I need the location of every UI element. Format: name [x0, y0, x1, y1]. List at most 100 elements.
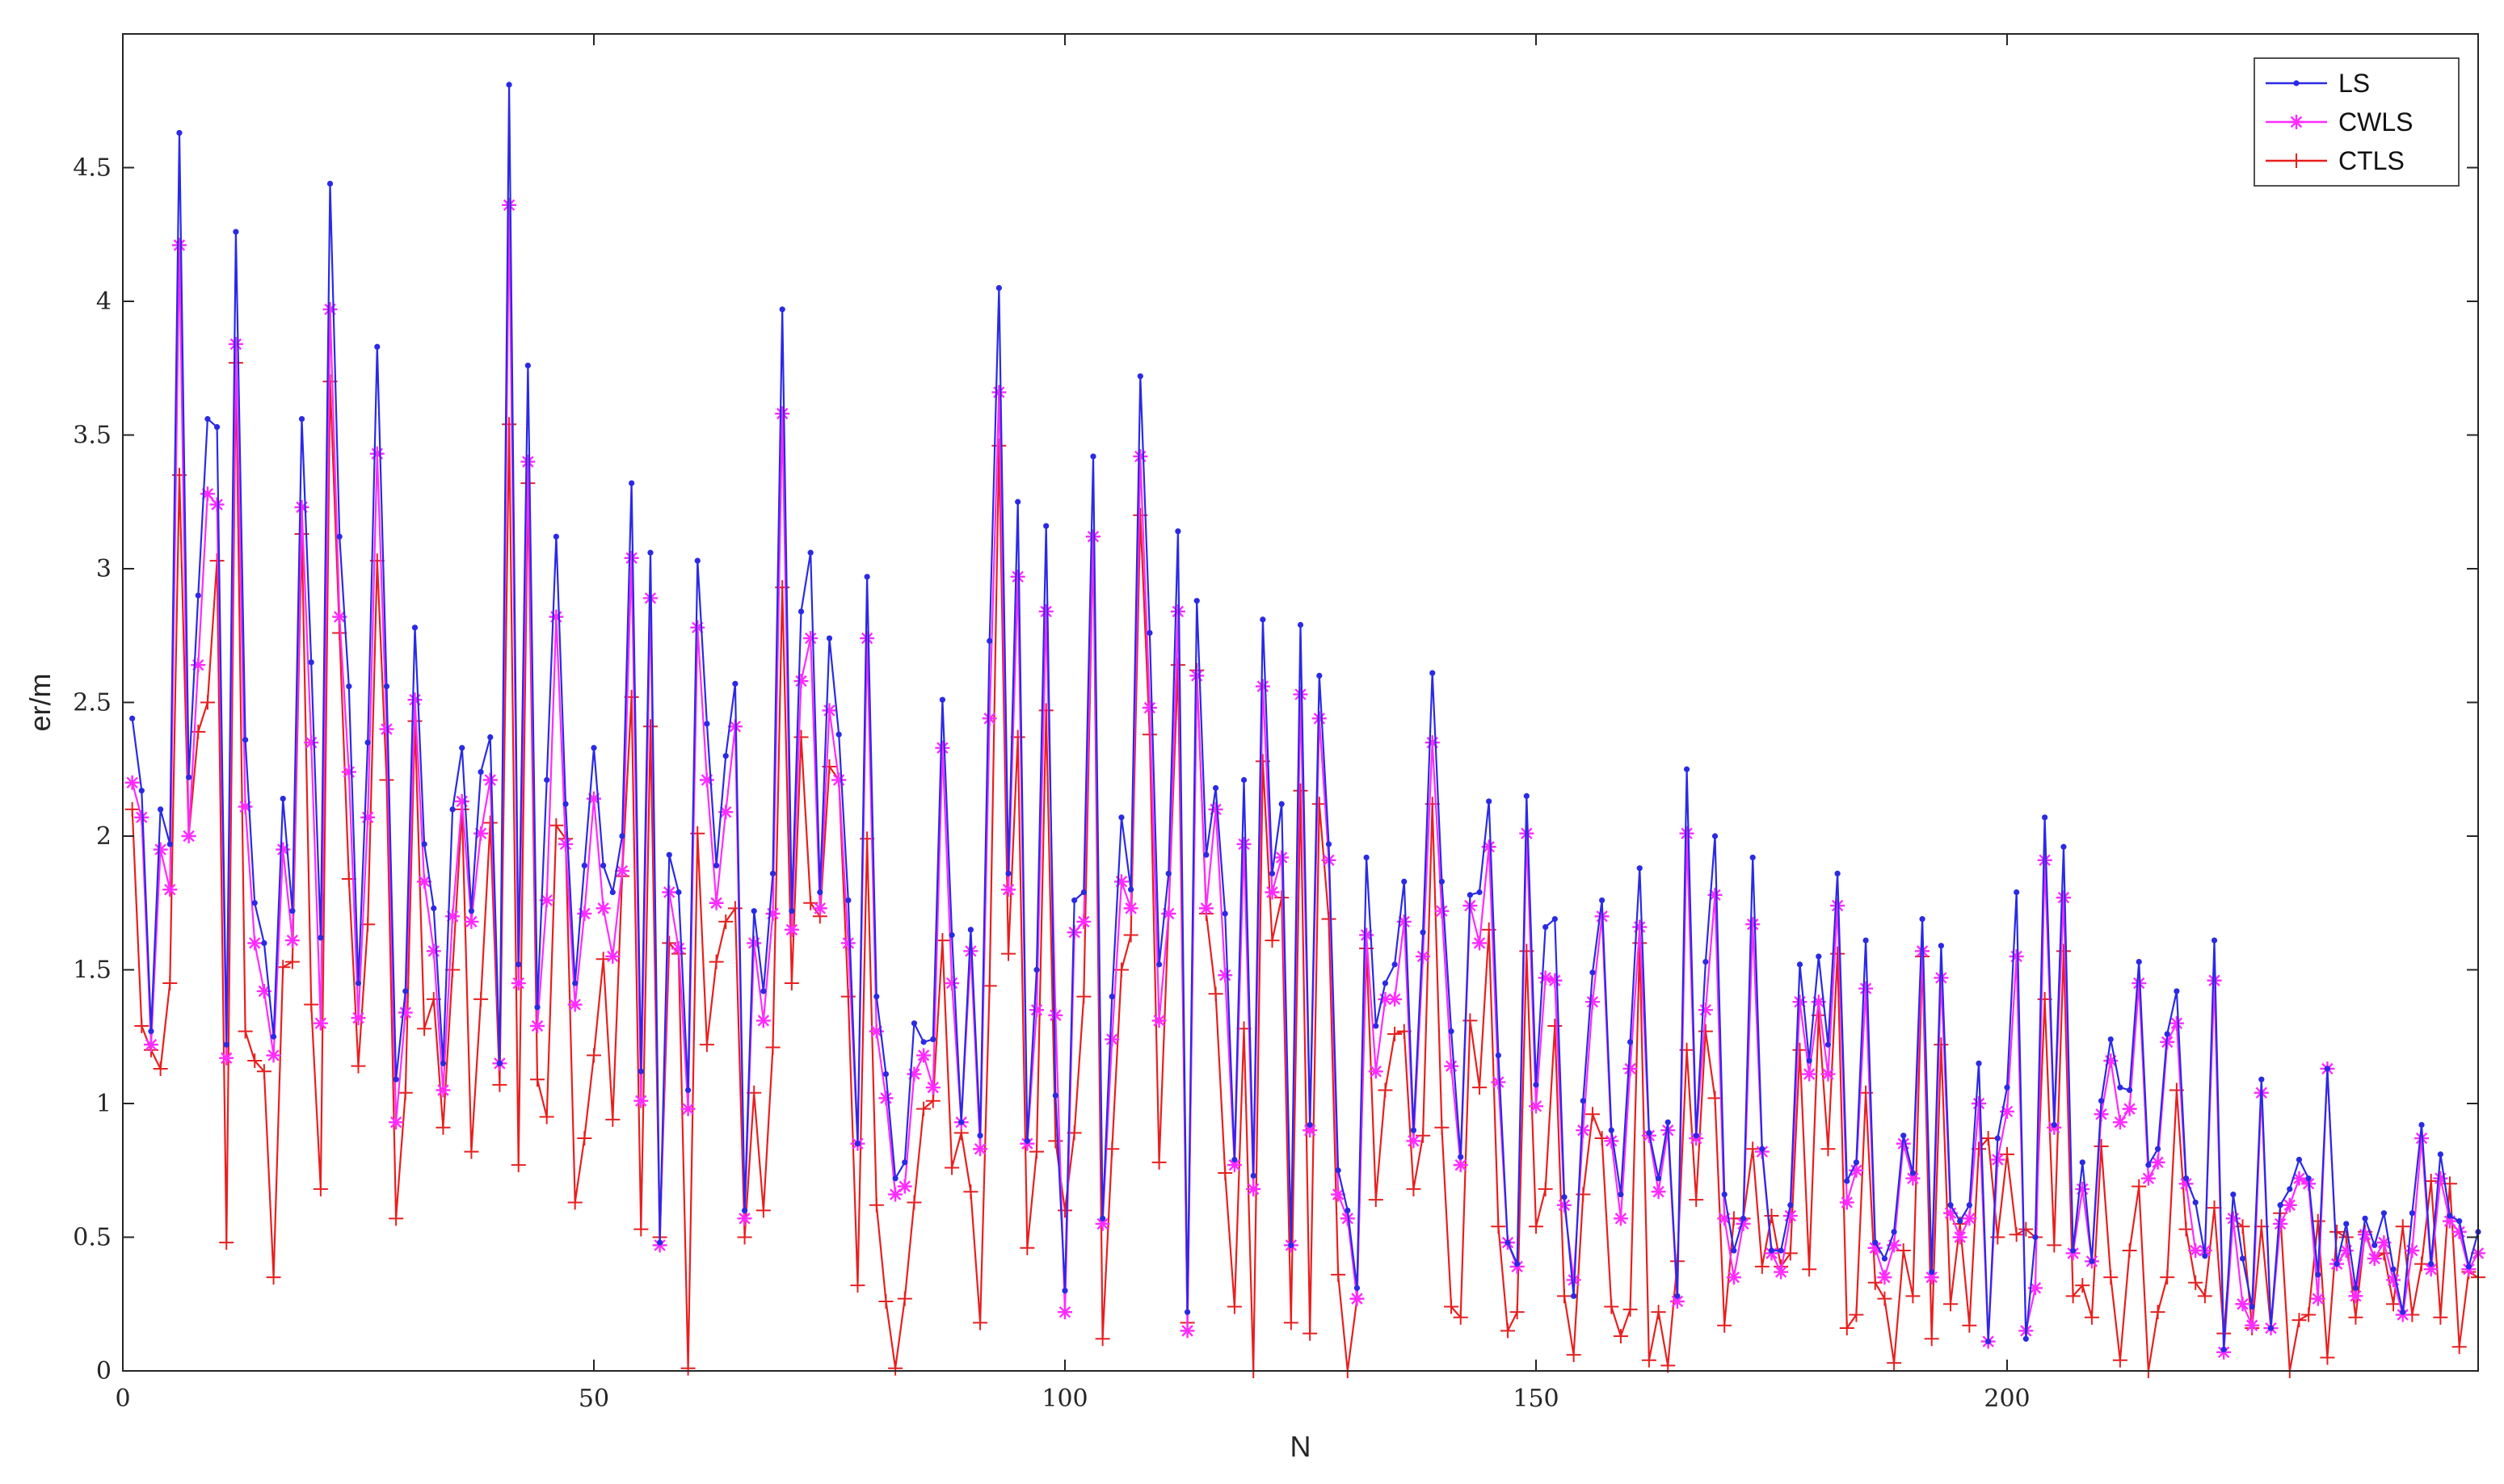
data-point-cwls [2376, 1235, 2392, 1251]
data-point-ls [1646, 1129, 1652, 1137]
data-point-cwls [1792, 994, 1808, 1010]
data-point-ls [1900, 1133, 1907, 1139]
data-point-ctls [1453, 1310, 1468, 1325]
data-point-cwls [464, 914, 479, 929]
data-point-ls [1353, 1284, 1361, 1291]
data-point-ls [967, 927, 974, 933]
data-point-ls [2211, 937, 2218, 944]
data-point-ls [1024, 1137, 1030, 1144]
data-point-cwls [1274, 850, 1290, 865]
data-point-ls [2465, 1263, 2472, 1270]
data-point-cwls [1632, 919, 1648, 935]
data-point-ls [421, 841, 427, 847]
data-point-cwls [784, 922, 799, 937]
data-point-ctls [304, 997, 319, 1012]
data-point-ls [2390, 1266, 2397, 1272]
data-point-ctls [1218, 1166, 1233, 1181]
data-point-cwls [162, 882, 178, 898]
data-point-cwls [1782, 1209, 1798, 1224]
data-point-ls [449, 806, 456, 813]
data-point-ls [769, 870, 776, 877]
data-point-ctls [191, 724, 206, 739]
data-point-ls [214, 423, 221, 431]
data-point-ls [1090, 453, 1096, 460]
data-point-cwls [755, 1013, 771, 1028]
data-point-ls [1542, 923, 1549, 931]
data-point-ls [1721, 1191, 1728, 1198]
data-point-ls [1740, 1215, 1747, 1221]
data-point-ls [1147, 629, 1153, 637]
data-point-ctls [1802, 1262, 1817, 1277]
data-point-cwls [238, 799, 253, 814]
data-point-ls [892, 1175, 898, 1182]
data-point-ls [487, 734, 494, 741]
data-point-ls [1608, 1127, 1614, 1133]
data-point-ctls [2094, 1138, 2109, 1154]
data-point-cwls [1547, 973, 1563, 988]
data-point-cwls [1745, 917, 1761, 932]
data-point-ctls [737, 1230, 752, 1245]
data-point-ls [393, 1076, 399, 1083]
data-point-cwls [1576, 1123, 1591, 1138]
data-point-ctls [445, 962, 461, 977]
data-point-ls [270, 1033, 277, 1040]
data-point-cwls [671, 941, 686, 956]
data-point-ls [355, 980, 362, 986]
data-point-cwls [1529, 1099, 1543, 1114]
data-point-ls [2352, 1284, 2359, 1291]
data-point-cwls [1180, 1323, 1195, 1339]
data-point-cwls [1198, 901, 1214, 916]
data-point-cwls [1849, 1162, 1864, 1178]
data-point-ctls [699, 1037, 714, 1053]
data-point-ls [1043, 523, 1050, 529]
data-point-cwls [737, 1211, 752, 1226]
data-point-cwls [549, 609, 564, 624]
data-point-ctls [1058, 1203, 1072, 1218]
data-point-cwls [1774, 1264, 1789, 1280]
data-point-ls [817, 889, 823, 896]
data-point-ctls [1387, 1026, 1403, 1041]
data-point-cwls [1491, 1074, 1506, 1090]
data-point-cwls [1010, 569, 1025, 584]
data-point-ctls [2018, 1221, 2034, 1237]
data-point-ls [1118, 814, 1125, 821]
data-point-cwls [1622, 1061, 1638, 1076]
data-point-cwls [624, 550, 639, 565]
data-point-cwls [1726, 1270, 1741, 1285]
data-point-ls [1184, 1309, 1191, 1315]
data-point-ls [826, 635, 833, 641]
data-point-cwls [191, 658, 206, 673]
data-point-ls [1759, 1146, 1765, 1152]
data-point-ls [289, 908, 296, 914]
data-point-cwls [888, 1187, 903, 1202]
data-point-ls [1561, 1194, 1568, 1200]
data-point-cwls [379, 721, 394, 737]
legend-label-cwls: CWLS [2338, 107, 2413, 137]
data-point-cwls [1038, 603, 1054, 619]
data-point-cwls [304, 735, 319, 750]
data-point-cwls [812, 901, 827, 916]
series-line-ls [131, 83, 2480, 1351]
data-point-cwls [1058, 1305, 1072, 1320]
data-point-ls [1693, 1133, 1699, 1139]
data-point-ls [242, 737, 249, 743]
data-point-ctls [2291, 1313, 2307, 1328]
data-point-ctls [200, 695, 215, 710]
data-point-ctls [219, 1235, 234, 1251]
data-point-cwls [916, 1048, 932, 1063]
data-point-ctls [850, 1278, 865, 1293]
data-point-cwls [718, 805, 734, 820]
data-point-ctls [1594, 1131, 1610, 1146]
data-point-ls [326, 180, 334, 187]
data-point-ctls [1001, 946, 1016, 961]
data-point-cwls [558, 836, 574, 851]
data-point-ctls [2433, 1310, 2448, 1325]
data-point-cwls [973, 1141, 988, 1157]
y-tick-label: 0 [96, 1357, 112, 1385]
data-point-cwls [614, 864, 629, 879]
x-tick-label: 100 [1042, 1385, 1088, 1413]
data-point-cwls [181, 829, 196, 843]
data-point-cwls [1095, 1216, 1110, 1231]
data-point-ctls [1887, 1356, 1902, 1371]
data-point-ls [835, 731, 842, 738]
